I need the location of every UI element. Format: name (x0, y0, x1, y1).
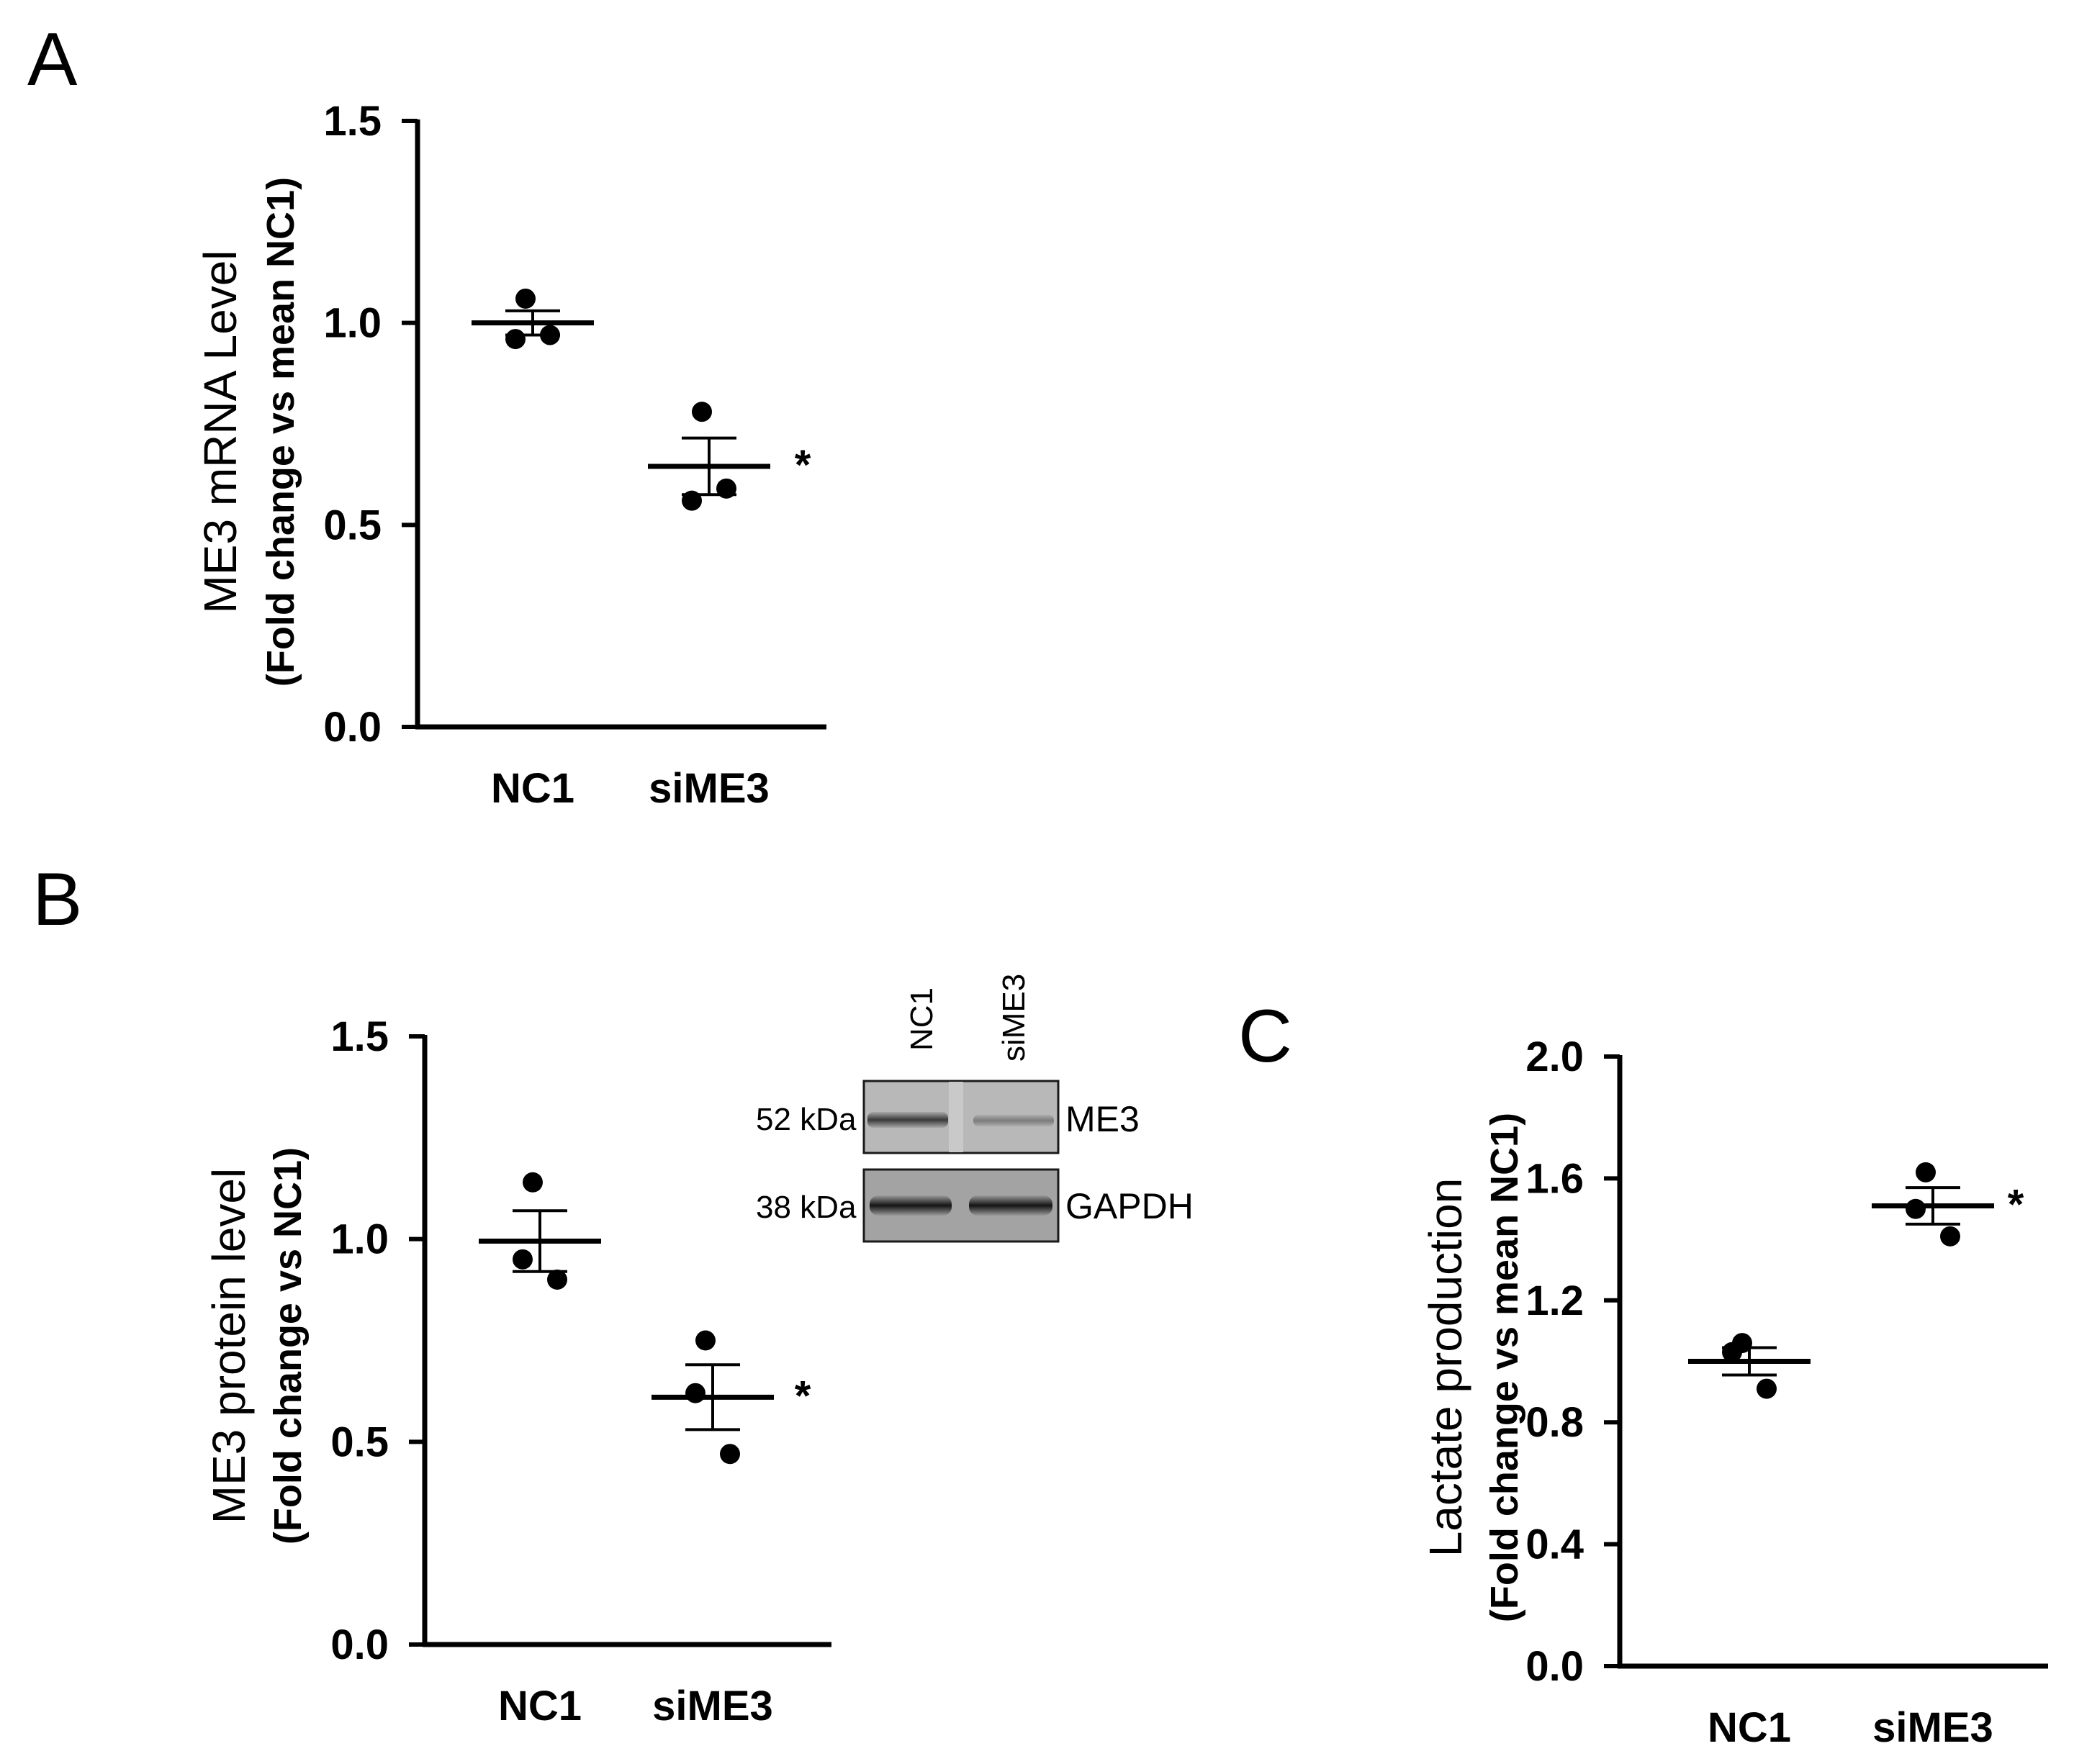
y-tick-label-c: 0.0 (1525, 1643, 1584, 1690)
y-tick-label-a: 0.5 (323, 502, 382, 548)
data-point-a (692, 402, 712, 422)
y-tick-label-a: 1.0 (323, 300, 382, 347)
y-tick-label-b: 1.0 (330, 1216, 389, 1263)
data-point-c (1916, 1162, 1936, 1182)
blot-band-gapdh-sime3 (969, 1195, 1052, 1216)
blot-mw-label-me3: 52 kDa (756, 1102, 857, 1137)
x-category-label-c: siME3 (1872, 1704, 1993, 1751)
y-tick-label-c: 0.4 (1525, 1521, 1584, 1568)
data-point-c (1906, 1198, 1926, 1219)
significance-marker-b: * (795, 1372, 811, 1419)
blot-band-me3-sime3 (973, 1115, 1054, 1126)
y-tick-label-c: 1.6 (1525, 1155, 1584, 1202)
y-tick-label-b: 1.5 (330, 1013, 389, 1060)
y-tick-label-c: 0.8 (1525, 1399, 1584, 1446)
data-point-a (716, 478, 736, 499)
y-tick-label-b: 0.5 (330, 1419, 389, 1465)
chart-panel-a: ME3 mRNA Level (Fold change vs mean NC1)… (194, 98, 826, 812)
data-point-b (523, 1172, 543, 1193)
data-point-b (685, 1383, 705, 1403)
y-tick-label-c: 2.0 (1525, 1033, 1584, 1080)
x-category-label-b: NC1 (498, 1683, 582, 1729)
x-category-label-a: siME3 (649, 765, 770, 812)
y-axis-sublabel-c: (Fold change vs mean NC1) (1483, 1113, 1526, 1622)
significance-marker-c: * (2008, 1182, 2024, 1229)
y-axis-sublabel-a: (Fold change vs mean NC1) (259, 177, 302, 687)
significance-marker-a: * (795, 442, 811, 489)
chart-panel-b: ME3 protein level (Fold change vs NC1) 0… (203, 1013, 831, 1729)
panel-letter-c: C (1238, 995, 1292, 1078)
panel-letter-b: B (32, 858, 82, 941)
y-axis-sublabel-b: (Fold change vs NC1) (266, 1147, 310, 1544)
blot-mw-label-gapdh: 38 kDa (756, 1190, 857, 1225)
blot-lane-divider (949, 1082, 963, 1152)
y-tick-label-a: 0.0 (323, 704, 382, 751)
data-point-b (695, 1330, 716, 1351)
y-axis-label-c: Lactate production (1420, 1178, 1471, 1557)
data-point-a (505, 329, 526, 350)
x-category-label-a: NC1 (491, 765, 574, 812)
blot-band-gapdh-nc1 (870, 1195, 952, 1216)
western-blot-inset: NC1 siME3 52 kDa 38 kDa ME3 GAPDH (756, 974, 1194, 1243)
blot-protein-label-gapdh: GAPDH (1065, 1186, 1194, 1226)
blot-band-me3-nc1 (867, 1112, 948, 1128)
y-tick-label-a: 1.5 (323, 98, 382, 145)
y-axis-label-a: ME3 mRNA Level (194, 250, 246, 613)
panel-letter-a: A (27, 18, 78, 101)
data-point-b (720, 1444, 740, 1465)
x-category-label-b: siME3 (652, 1683, 773, 1729)
blot-protein-label-me3: ME3 (1065, 1099, 1140, 1139)
data-point-b (513, 1249, 533, 1270)
y-tick-label-b: 0.0 (330, 1621, 389, 1668)
data-point-c (1940, 1226, 1960, 1247)
data-point-c (1722, 1342, 1742, 1362)
data-point-a (540, 325, 560, 345)
data-point-a (682, 490, 702, 511)
x-category-label-c: NC1 (1708, 1704, 1791, 1751)
blot-lane-label-nc1: NC1 (904, 987, 939, 1051)
blot-lane-label-sime3: siME3 (996, 974, 1032, 1062)
y-axis-label-b: ME3 protein level (203, 1168, 255, 1524)
data-point-c (1757, 1378, 1777, 1399)
data-point-a (515, 288, 536, 309)
data-point-b (547, 1270, 567, 1290)
y-tick-label-c: 1.2 (1525, 1277, 1584, 1324)
chart-panel-c: Lactate production (Fold change vs mean … (1420, 1033, 2048, 1751)
